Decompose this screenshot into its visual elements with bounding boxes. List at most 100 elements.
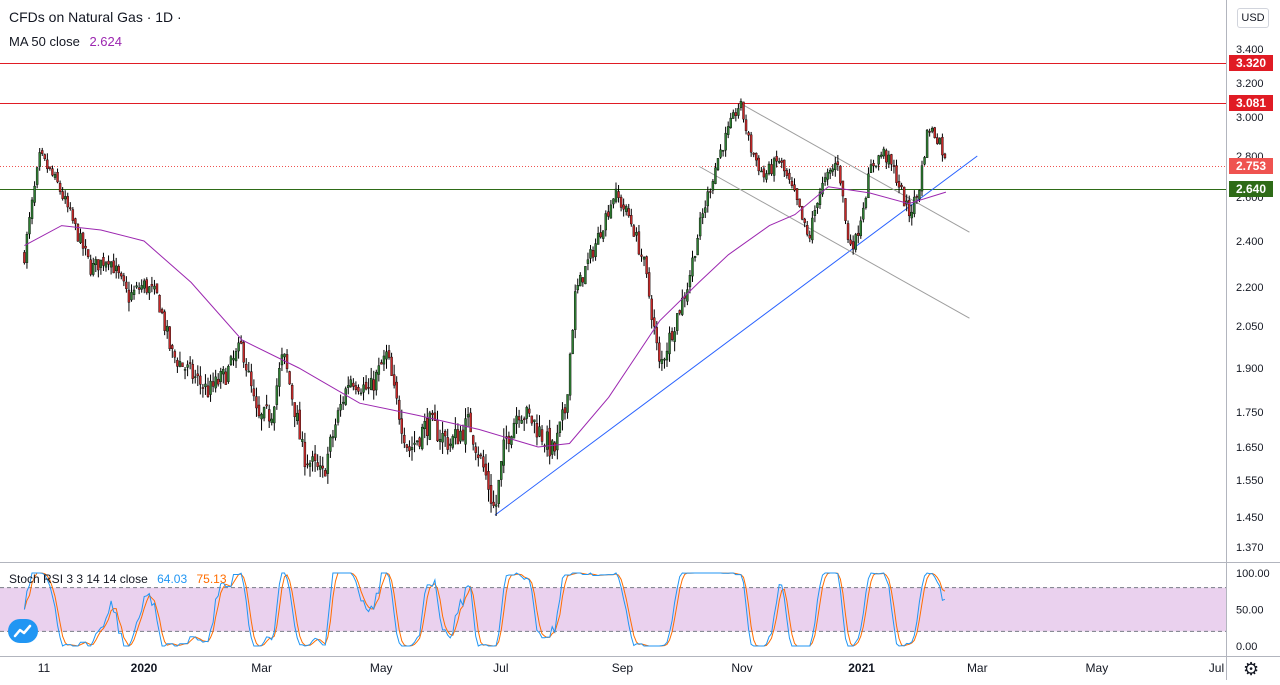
candle [130, 284, 133, 302]
ma-legend[interactable]: MA 50 close 2.624 [9, 34, 122, 49]
candle [97, 259, 100, 278]
candle-body [732, 112, 735, 119]
candle [245, 358, 248, 377]
candle-body [413, 442, 416, 445]
candle [334, 418, 337, 441]
candle [84, 239, 87, 256]
candle [234, 348, 238, 368]
candle [369, 367, 373, 391]
candle-body [681, 297, 684, 315]
candle-body [33, 185, 36, 203]
candle-body [874, 165, 878, 168]
candle [584, 266, 587, 285]
candle-body [482, 456, 485, 468]
candle-body [257, 404, 261, 417]
candle-body [785, 170, 789, 176]
candle [818, 187, 822, 209]
candle-body [925, 129, 929, 158]
candle [155, 283, 159, 294]
x-tick-label: 11 [38, 661, 51, 675]
candle [428, 410, 432, 441]
candle [543, 443, 546, 453]
candle-body [923, 157, 926, 165]
candle [538, 415, 541, 438]
candle-body [510, 436, 513, 445]
symbol-title: CFDs on Natural Gas · 1D · [9, 9, 182, 25]
candle-body [349, 379, 352, 387]
candle-body [362, 384, 365, 393]
candle-body [711, 181, 715, 191]
candle-body [357, 387, 360, 392]
candle [311, 450, 314, 472]
candle [614, 182, 618, 204]
stoch-band [0, 587, 1226, 632]
candle [199, 366, 202, 395]
candle [69, 202, 72, 211]
candle [132, 285, 136, 300]
candle-body [188, 362, 192, 364]
candle-body [137, 287, 141, 290]
candle [474, 442, 477, 461]
candle-body [382, 355, 386, 365]
candle-body [908, 199, 911, 217]
price-axis: 3.4003.2003.0002.8002.6002.4002.2002.050… [1236, 44, 1270, 653]
candle-body [275, 385, 279, 405]
price-tag-resistance-upper: 3.320 [1229, 54, 1273, 71]
gear-icon[interactable]: ⚙ [1243, 659, 1260, 679]
candle-body [882, 148, 885, 157]
tradingview-logo-icon[interactable] [8, 619, 38, 643]
candle-body [777, 161, 781, 163]
candle-body [714, 167, 717, 184]
candle [459, 425, 462, 444]
candle [755, 152, 758, 167]
candle [908, 195, 911, 223]
candle [165, 319, 169, 339]
candle-body [630, 215, 633, 225]
candle-body [581, 277, 585, 283]
candle-body [326, 453, 330, 474]
candle-body [296, 412, 299, 422]
symbol-legend[interactable]: CFDs on Natural Gas · 1D · [9, 9, 182, 25]
stoch-legend[interactable]: Stoch RSI 3 3 14 14 close 64.03 75.13 [9, 572, 227, 586]
candle [385, 344, 388, 369]
candle [148, 286, 151, 300]
candle-body [734, 112, 738, 116]
candle-body [81, 232, 85, 249]
candle-body [502, 439, 505, 466]
candle [387, 344, 391, 360]
candle [510, 435, 513, 449]
candle [285, 349, 289, 373]
candle [487, 462, 490, 502]
candle [737, 103, 740, 119]
candle [885, 148, 888, 170]
candle [698, 211, 702, 240]
candle-body [86, 249, 90, 258]
candle-body [471, 435, 475, 445]
candle-body [563, 407, 567, 414]
candle [930, 126, 934, 134]
x-tick-label: 2020 [131, 661, 158, 675]
candle [214, 369, 217, 393]
candle [66, 192, 69, 213]
candle [336, 407, 340, 426]
time-axis: 11 2020 Mar May Jul Sep Nov 2021 Mar May Jul [38, 661, 1224, 675]
y-tick-label: 1.750 [1236, 407, 1264, 419]
candle-body [375, 371, 378, 391]
currency-button[interactable]: USD [1237, 8, 1269, 28]
candle-body [479, 454, 483, 457]
candle-body [341, 401, 345, 404]
candle [579, 272, 582, 287]
candle-body [426, 418, 429, 437]
candle-body [706, 191, 709, 207]
candle-body [466, 414, 470, 418]
candle-body [864, 198, 868, 208]
candle [826, 168, 829, 186]
candle [869, 159, 873, 174]
candle [477, 446, 480, 467]
candle-body [229, 356, 233, 365]
candle-body [227, 365, 230, 382]
candle-body [594, 243, 597, 257]
candle-body [385, 351, 388, 360]
